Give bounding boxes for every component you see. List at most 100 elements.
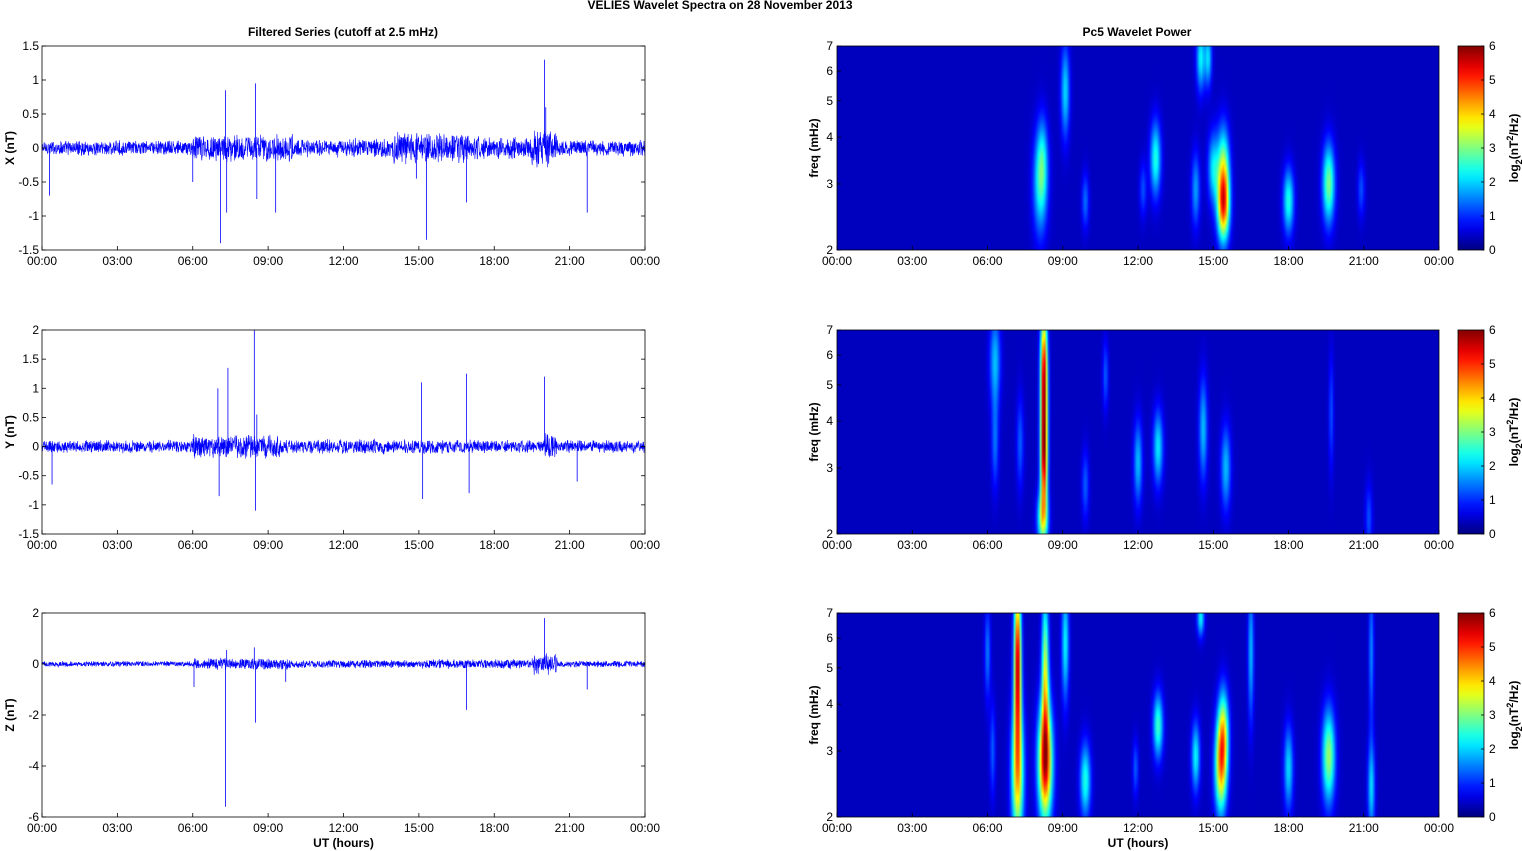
y-power-ytick-label: 5 xyxy=(826,378,833,392)
z-series-xtick-label: 18:00 xyxy=(479,821,509,835)
y-series-xtick-label: 06:00 xyxy=(178,538,208,552)
x-series-ytick-label: 0 xyxy=(32,141,39,155)
z-power-colorbar-label: 4 xyxy=(1489,674,1496,688)
z-series-xlabel: UT (hours) xyxy=(313,836,374,850)
y-series-xtick-label: 09:00 xyxy=(253,538,283,552)
y-series-ytick-label: 1.5 xyxy=(22,352,39,366)
y-power-colorbar-label: 5 xyxy=(1489,357,1496,371)
z-power-colorbar xyxy=(1457,612,1485,818)
y-power-xtick-label: 12:00 xyxy=(1123,538,1153,552)
z-series-ytick-label: -2 xyxy=(28,708,39,722)
x-power-colorbar xyxy=(1457,45,1485,251)
x-power-ytick-label: 6 xyxy=(826,64,833,78)
z-power-colorbar-label: 5 xyxy=(1489,640,1496,654)
x-series-ytick-label: 0.5 xyxy=(22,107,39,121)
z-power-ylabel: freq (mHz) xyxy=(807,685,821,744)
y-power-ylabel: freq (mHz) xyxy=(807,402,821,461)
y-series-ytick-label: 1 xyxy=(32,381,39,395)
z-series-xtick-label: 03:00 xyxy=(102,821,132,835)
z-power-colorbar-label: 3 xyxy=(1489,708,1496,722)
z-power-xtick-label: 09:00 xyxy=(1048,821,1078,835)
y-power-xtick-label: 06:00 xyxy=(972,538,1002,552)
z-power-xtick-label: 18:00 xyxy=(1273,821,1303,835)
z-power-colorbar-label: 1 xyxy=(1489,776,1496,790)
y-power-colorbar xyxy=(1457,329,1485,535)
x-power-colorbar-label: 6 xyxy=(1489,39,1496,53)
y-power-panel: 7 6 5 4 3 2 freq (mHz) 00:00 03:00 06:00 09:00 12:0… xyxy=(807,323,1522,552)
z-power-xtick-label: 00:00 xyxy=(822,821,852,835)
z-power-panel: 7 6 5 4 3 2 freq (mHz) 00:00 03:00 06:00 09:00 12:0… xyxy=(807,606,1522,850)
y-power-colorbar-label: 4 xyxy=(1489,391,1496,405)
right-column-title: Pc5 Wavelet Power xyxy=(1083,25,1192,39)
z-series-xtick-label: 15:00 xyxy=(404,821,434,835)
z-power-xtick-label: 00:00 xyxy=(1424,821,1454,835)
x-series-ytick-label: -0.5 xyxy=(18,175,39,189)
y-series-ytick-label: 0.5 xyxy=(22,410,39,424)
y-power-colorbar-title: log2(nT2/Hz) xyxy=(1505,398,1522,467)
x-power-colorbar-label: 4 xyxy=(1489,107,1496,121)
z-series-ylabel: Z (nT) xyxy=(3,698,17,731)
y-power-xtick-label: 09:00 xyxy=(1048,538,1078,552)
y-power-colorbar-label: 6 xyxy=(1489,323,1496,337)
z-power-ytick-label: 4 xyxy=(826,697,833,711)
x-power-colorbar-label: 5 xyxy=(1489,73,1496,87)
y-series-ytick-label: 2 xyxy=(32,323,39,337)
y-power-xtick-label: 00:00 xyxy=(1424,538,1454,552)
x-series-panel: 1.5 1 0.5 0 -0.5 -1 -1.5 X (nT) 00:00 03:00 06:00 0… xyxy=(3,39,660,268)
y-power-ytick-label: 4 xyxy=(826,414,833,428)
z-series-xtick-label: 06:00 xyxy=(178,821,208,835)
x-series-xtick-label: 15:00 xyxy=(404,254,434,268)
x-power-colorbar-label: 0 xyxy=(1489,243,1496,257)
x-power-xtick-label: 06:00 xyxy=(972,254,1002,268)
x-series-ytick-label: -1.5 xyxy=(18,243,39,257)
x-series-ytick-label: 1.5 xyxy=(22,39,39,53)
y-power-xtick-label: 18:00 xyxy=(1273,538,1303,552)
y-power-ytick-label: 3 xyxy=(826,461,833,475)
y-power-xtick-label: 03:00 xyxy=(897,538,927,552)
z-power-ytick-label: 3 xyxy=(826,744,833,758)
x-power-image xyxy=(837,46,1439,250)
z-series-xtick-label: 00:00 xyxy=(630,821,660,835)
x-power-ytick-label: 2 xyxy=(826,243,833,257)
y-power-colorbar-label: 2 xyxy=(1489,459,1496,473)
x-power-ytick-label: 4 xyxy=(826,130,833,144)
y-series-xtick-label: 00:00 xyxy=(630,538,660,552)
x-power-xtick-label: 00:00 xyxy=(822,254,852,268)
x-power-xtick-label: 03:00 xyxy=(897,254,927,268)
left-column-title: Filtered Series (cutoff at 2.5 mHz) xyxy=(248,25,438,39)
y-series-xtick-label: 00:00 xyxy=(27,538,57,552)
x-power-panel: 7 6 5 4 3 2 freq (mHz) 00:00 03:00 06:00 09:00 12:0… xyxy=(807,39,1522,268)
y-power-colorbar-label: 3 xyxy=(1489,425,1496,439)
z-series-xtick-label: 09:00 xyxy=(253,821,283,835)
x-power-colorbar-title: log2(nT2/Hz) xyxy=(1505,114,1522,183)
x-power-ylabel: freq (mHz) xyxy=(807,118,821,177)
z-power-ytick-label: 5 xyxy=(826,661,833,675)
z-series-xtick-label: 12:00 xyxy=(328,821,358,835)
y-power-ytick-label: 6 xyxy=(826,348,833,362)
z-power-ytick-label: 2 xyxy=(826,810,833,824)
y-series-xtick-label: 18:00 xyxy=(479,538,509,552)
x-power-xtick-label: 12:00 xyxy=(1123,254,1153,268)
y-series-ytick-label: -1.5 xyxy=(18,527,39,541)
z-series-xtick-label: 21:00 xyxy=(555,821,585,835)
y-series-ylabel: Y (nT) xyxy=(3,415,17,449)
z-power-xtick-label: 15:00 xyxy=(1198,821,1228,835)
x-series-xtick-label: 00:00 xyxy=(630,254,660,268)
y-series-ytick-label: 0 xyxy=(32,440,39,454)
y-power-ytick-label: 2 xyxy=(826,527,833,541)
z-power-xtick-label: 21:00 xyxy=(1349,821,1379,835)
z-series-ytick-label: -4 xyxy=(28,759,39,773)
z-series-ytick-label: 2 xyxy=(32,606,39,620)
z-power-ytick-label: 6 xyxy=(826,631,833,645)
y-power-xtick-label: 00:00 xyxy=(822,538,852,552)
x-power-colorbar-label: 1 xyxy=(1489,209,1496,223)
x-series-xtick-label: 03:00 xyxy=(102,254,132,268)
x-series-xtick-label: 12:00 xyxy=(328,254,358,268)
x-power-xtick-label: 00:00 xyxy=(1424,254,1454,268)
y-power-ytick-label: 7 xyxy=(826,323,833,337)
z-series-ytick-label: 0 xyxy=(32,657,39,671)
x-power-colorbar-label: 3 xyxy=(1489,141,1496,155)
z-power-xtick-label: 03:00 xyxy=(897,821,927,835)
x-series-xtick-label: 06:00 xyxy=(178,254,208,268)
